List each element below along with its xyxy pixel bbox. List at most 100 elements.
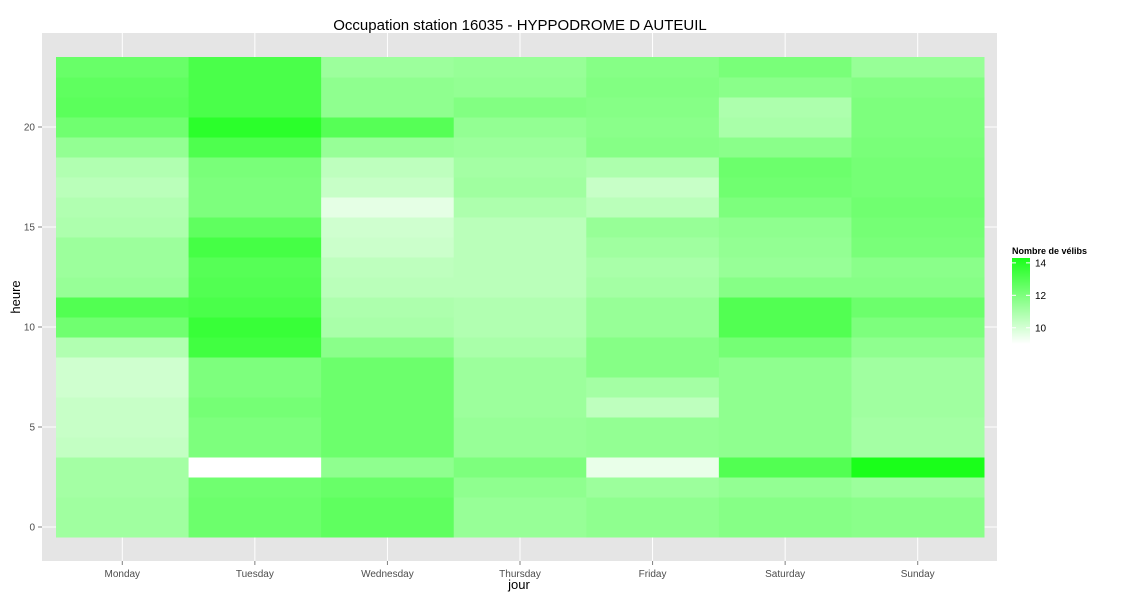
heatmap-cell — [188, 117, 322, 138]
heatmap-cell — [586, 437, 720, 458]
heatmap-cell — [586, 377, 720, 398]
heatmap-cell — [586, 197, 720, 218]
heatmap-cell — [718, 77, 852, 98]
heatmap-cell — [321, 517, 455, 538]
heatmap-cell — [586, 57, 720, 78]
heatmap-cell — [718, 97, 852, 118]
heatmap-cell — [188, 337, 322, 358]
heatmap-cell — [453, 437, 587, 458]
heatmap-cell — [718, 297, 852, 318]
legend-tick-label: 12 — [1035, 291, 1047, 302]
heatmap-cell — [586, 457, 720, 478]
heatmap-cell — [453, 397, 587, 418]
heatmap-cell — [851, 317, 985, 338]
heatmap-cell — [56, 377, 190, 398]
heatmap-cell — [586, 517, 720, 538]
heatmap-cell — [321, 437, 455, 458]
legend-colorbar — [1012, 258, 1030, 344]
heatmap-cell — [321, 217, 455, 238]
heatmap-cell — [321, 397, 455, 418]
heatmap-cell — [851, 77, 985, 98]
heatmap-cell — [851, 97, 985, 118]
y-tick-label: 20 — [24, 123, 36, 134]
heatmap-cell — [188, 57, 322, 78]
heatmap-cell — [56, 217, 190, 238]
heatmap-cell — [453, 457, 587, 478]
heatmap-cell — [586, 157, 720, 178]
x-tick-label: Sunday — [901, 569, 935, 580]
x-tick-label: Thursday — [499, 569, 541, 580]
heatmap-cell — [321, 297, 455, 318]
heatmap-cell — [56, 477, 190, 498]
heatmap-cell — [188, 417, 322, 438]
heatmap-cell — [851, 57, 985, 78]
heatmap-cell — [586, 137, 720, 158]
heatmap-cell — [586, 277, 720, 298]
heatmap-cell — [718, 277, 852, 298]
heatmap-cell — [851, 477, 985, 498]
heatmap-cell — [453, 317, 587, 338]
heatmap-cell — [188, 517, 322, 538]
legend-tick-label: 10 — [1035, 323, 1047, 334]
heatmap-cell — [321, 357, 455, 378]
heatmap-cell — [188, 277, 322, 298]
heatmap-cell — [56, 297, 190, 318]
legend-tick-label: 14 — [1035, 258, 1047, 269]
heatmap-cell — [586, 297, 720, 318]
heatmap-cell — [188, 377, 322, 398]
heatmap-cell — [453, 297, 587, 318]
heatmap-cell — [321, 97, 455, 118]
heatmap-cell — [56, 317, 190, 338]
heatmap-cell — [188, 257, 322, 278]
heatmap-cells — [56, 57, 985, 538]
heatmap-cell — [56, 357, 190, 378]
heatmap-cell — [851, 157, 985, 178]
heatmap-cell — [453, 237, 587, 258]
heatmap-cell — [56, 257, 190, 278]
heatmap-cell — [188, 317, 322, 338]
heatmap-cell — [453, 257, 587, 278]
heatmap-cell — [321, 57, 455, 78]
heatmap-cell — [718, 417, 852, 438]
heatmap-cell — [453, 177, 587, 198]
heatmap-cell — [321, 277, 455, 298]
heatmap-cell — [851, 517, 985, 538]
x-tick-label: Wednesday — [361, 569, 414, 580]
heatmap-cell — [321, 417, 455, 438]
heatmap-cell — [586, 497, 720, 518]
heatmap-cell — [188, 237, 322, 258]
heatmap-cell — [453, 357, 587, 378]
y-tick-label: 15 — [24, 223, 36, 234]
y-tick-label: 10 — [24, 323, 36, 334]
heatmap-cell — [586, 317, 720, 338]
heatmap-cell — [321, 177, 455, 198]
heatmap-cell — [453, 377, 587, 398]
heatmap-cell — [586, 357, 720, 378]
x-tick-label: Tuesday — [236, 569, 274, 580]
heatmap-cell — [188, 197, 322, 218]
heatmap-cell — [56, 497, 190, 518]
heatmap-cell — [718, 237, 852, 258]
heatmap-cell — [321, 157, 455, 178]
heatmap-cell — [188, 297, 322, 318]
x-axis-title: jour — [507, 577, 530, 592]
heatmap-cell — [453, 77, 587, 98]
heatmap-cell — [718, 377, 852, 398]
heatmap-cell — [56, 97, 190, 118]
heatmap-cell — [851, 177, 985, 198]
heatmap-cell — [453, 337, 587, 358]
heatmap-cell — [586, 397, 720, 418]
heatmap-cell — [321, 457, 455, 478]
legend-title: Nombre de vélibs — [1012, 246, 1087, 256]
heatmap-cell — [56, 77, 190, 98]
heatmap-cell — [321, 377, 455, 398]
heatmap-cell — [188, 437, 322, 458]
heatmap-cell — [188, 177, 322, 198]
heatmap-cell — [586, 177, 720, 198]
heatmap-cell — [56, 237, 190, 258]
heatmap-cell — [718, 357, 852, 378]
heatmap-cell — [321, 257, 455, 278]
heatmap-cell — [453, 97, 587, 118]
heatmap-cell — [56, 437, 190, 458]
